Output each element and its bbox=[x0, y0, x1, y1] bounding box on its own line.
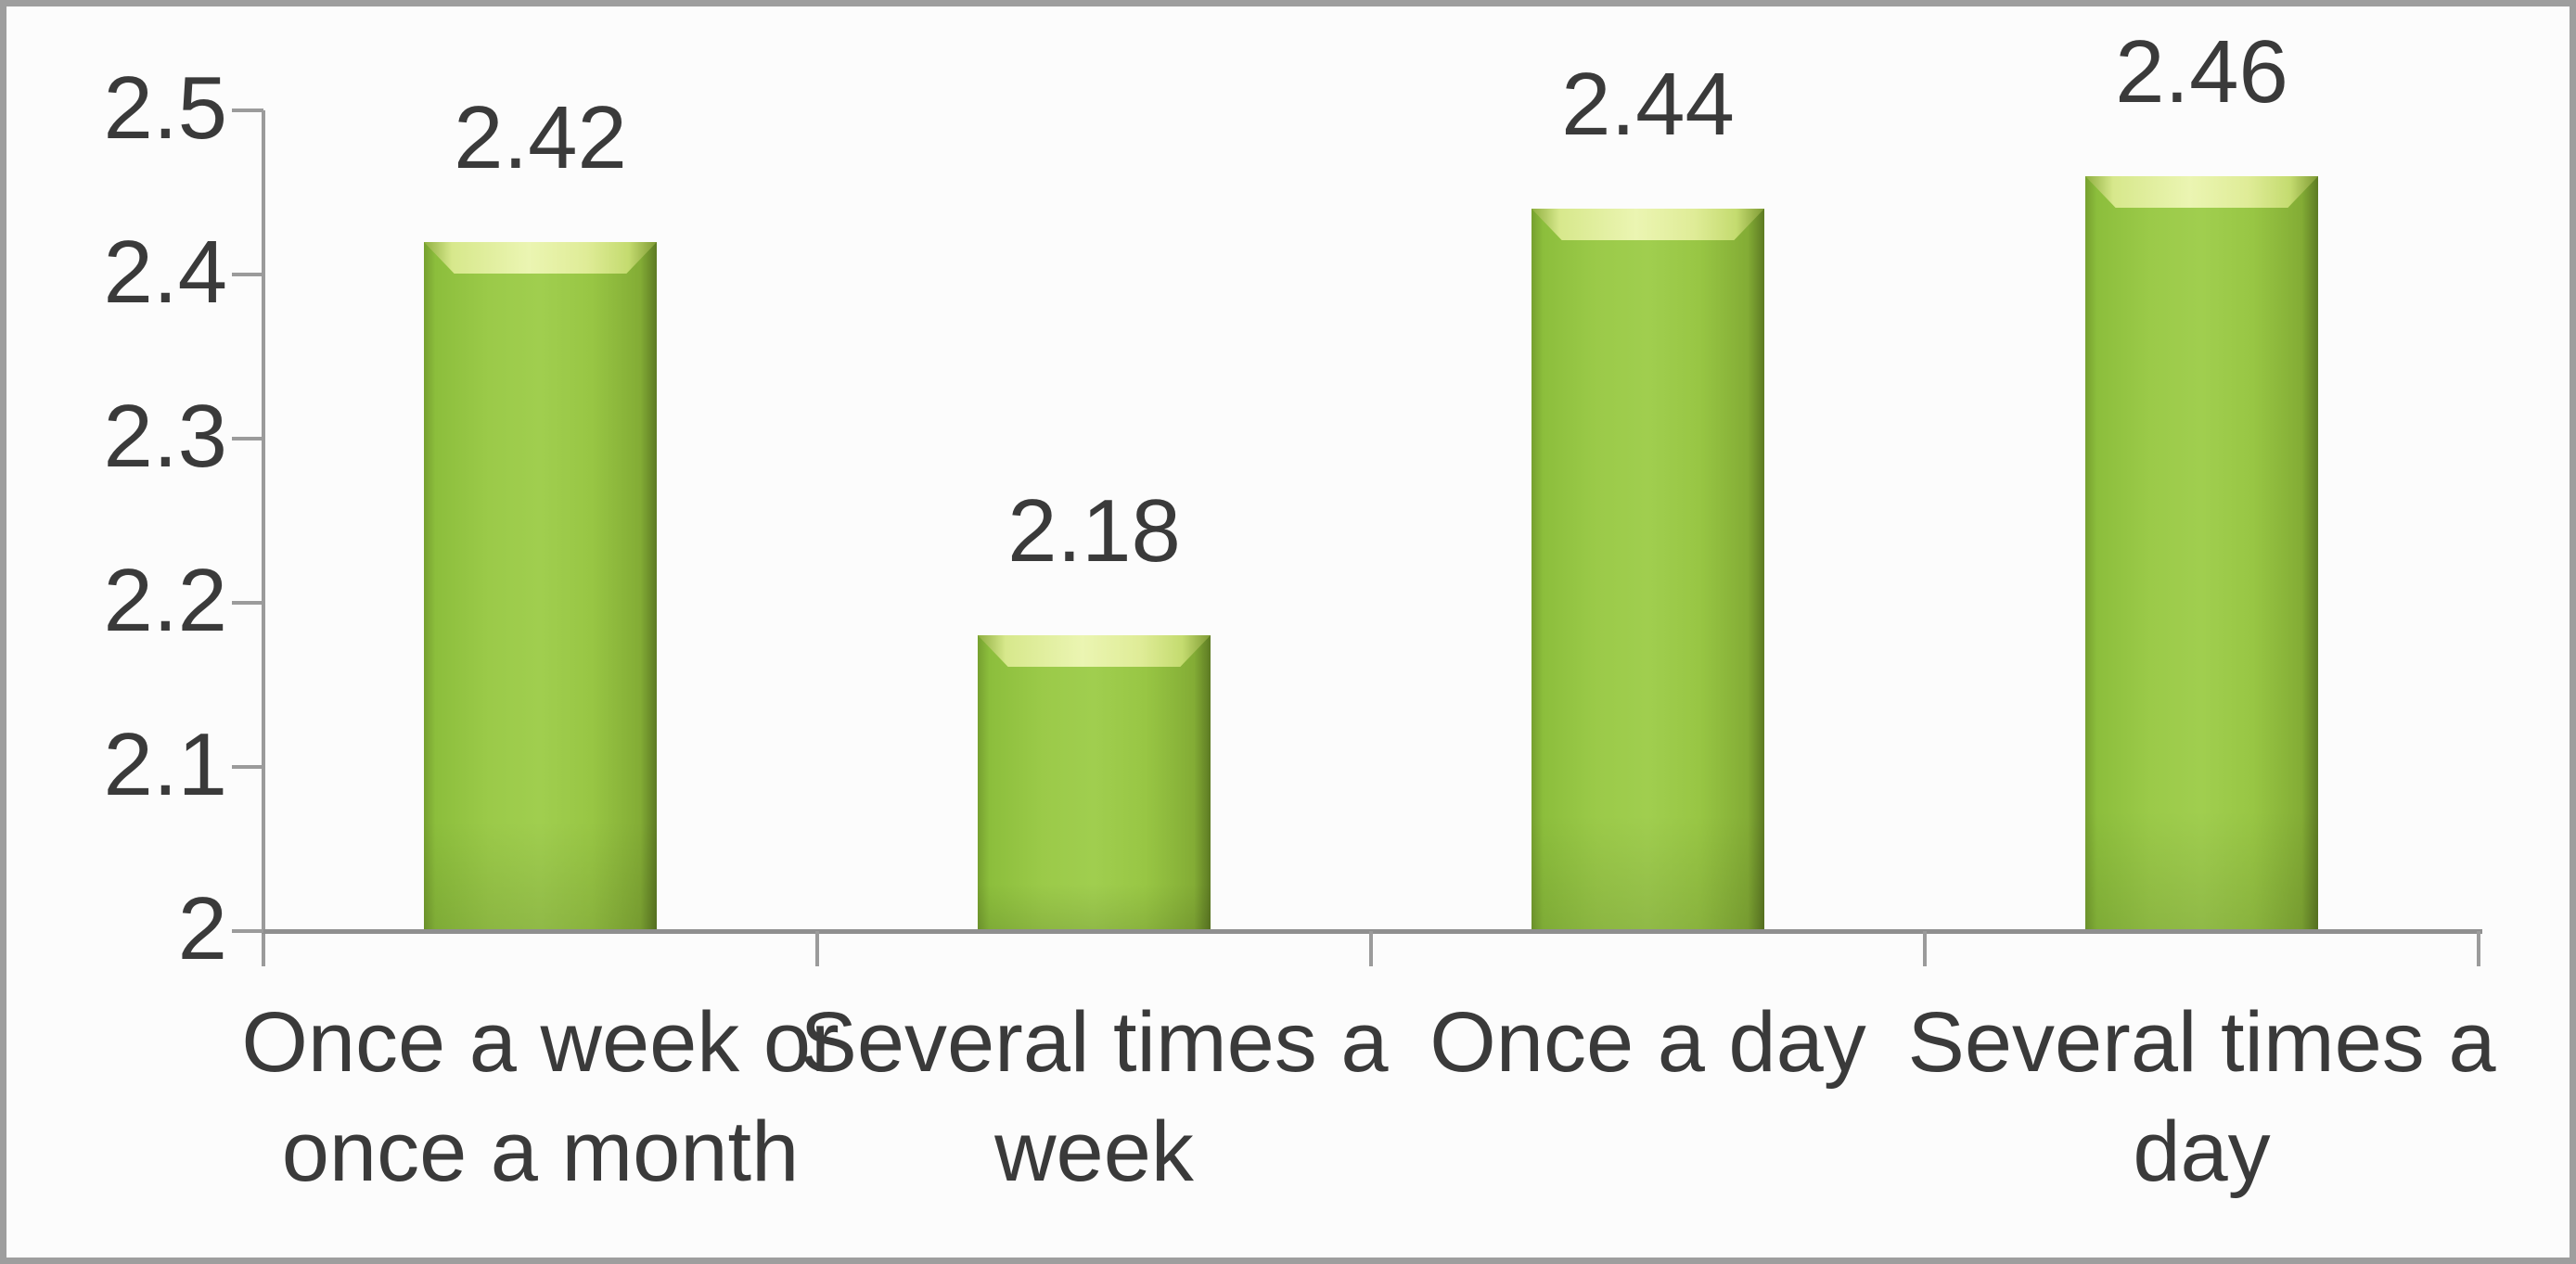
x-axis-tick bbox=[1923, 931, 1927, 966]
y-axis-tick-label: 2 bbox=[177, 879, 227, 978]
x-axis-tick bbox=[815, 931, 819, 966]
category-label: Several times a week bbox=[800, 995, 1389, 1199]
category-label: Several times a day bbox=[1907, 995, 2496, 1199]
bar bbox=[424, 242, 657, 931]
y-axis-tick bbox=[232, 109, 263, 112]
y-axis-tick bbox=[232, 929, 263, 933]
category-label: Once a week or once a month bbox=[241, 995, 839, 1199]
bar-value-label: 2.42 bbox=[454, 88, 627, 187]
bar bbox=[978, 635, 1211, 932]
bar-value-label: 2.18 bbox=[1007, 481, 1181, 581]
y-axis-tick bbox=[232, 273, 263, 276]
x-axis-tick bbox=[2477, 931, 2480, 966]
bar bbox=[2085, 176, 2318, 931]
y-axis-line bbox=[262, 110, 265, 966]
y-axis-tick bbox=[232, 765, 263, 769]
plot-area: 2.5 2.4 2.3 2.2 2.1 2 2.42 Once a week or once … bbox=[6, 6, 2570, 1258]
bar bbox=[1532, 209, 1764, 931]
category-label: Once a day bbox=[1429, 995, 1866, 1090]
y-axis-tick-label: 2.5 bbox=[103, 58, 227, 158]
x-axis-tick bbox=[1369, 931, 1373, 966]
bar-value-label: 2.44 bbox=[1561, 55, 1735, 154]
bar-value-label: 2.46 bbox=[2115, 22, 2288, 121]
y-axis-tick-label: 2.2 bbox=[103, 551, 227, 650]
y-axis-tick bbox=[232, 437, 263, 440]
y-axis-tick bbox=[232, 601, 263, 605]
y-axis-tick-label: 2.3 bbox=[103, 387, 227, 486]
y-axis-tick-label: 2.1 bbox=[103, 715, 227, 814]
y-axis-tick-label: 2.4 bbox=[103, 223, 227, 322]
